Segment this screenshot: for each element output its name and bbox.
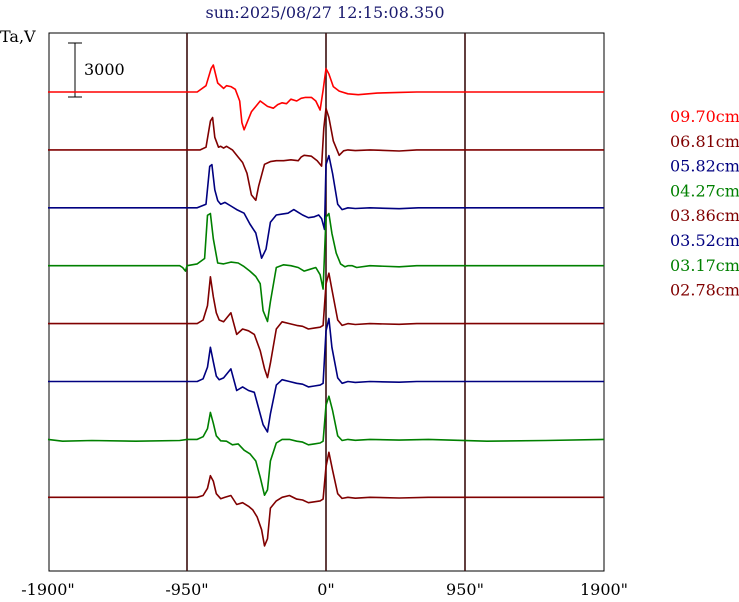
legend-item: 03.52cm (670, 231, 739, 250)
series-line-03-52cm (48, 317, 604, 433)
y-axis-label: Ta,V (0, 27, 36, 46)
legend-item: 04.27cm (670, 181, 739, 200)
series-layer (47, 64, 605, 547)
scale-bar-label: 3000 (84, 60, 125, 79)
chart-title: sun:2025/08/27 12:15:08.350 (206, 3, 445, 22)
legend-item: 05.82cm (670, 157, 739, 176)
series-line-06-81cm (48, 107, 604, 202)
x-tick-label: 0" (317, 580, 335, 599)
x-axis-ticks: -1900" -950" 0" 950" 1900" (21, 580, 628, 599)
legend-item: 03.86cm (670, 206, 739, 225)
legend-item: 02.78cm (670, 281, 739, 300)
series-line-04-27cm (48, 212, 604, 323)
scale-bar: 3000 (68, 42, 125, 98)
x-tick-label: -950" (165, 580, 208, 599)
series-line-03-86cm (48, 272, 604, 379)
legend: 09.70cm 06.81cm 05.82cm 04.27cm 03.86cm 03.52… (670, 107, 739, 300)
series-line-02-78cm (48, 451, 604, 547)
legend-item: 03.17cm (670, 256, 739, 275)
x-tick-label: -1900" (21, 580, 74, 599)
legend-item: 09.70cm (670, 107, 739, 126)
x-tick-label: 950" (446, 580, 484, 599)
series-line-05-82cm (48, 154, 604, 260)
legend-item: 06.81cm (670, 132, 739, 151)
x-tick-label: 1900" (580, 580, 628, 599)
series-line-09-70cm (48, 64, 604, 131)
series-line-03-17cm (47, 395, 605, 497)
reference-lines (186, 33, 466, 571)
